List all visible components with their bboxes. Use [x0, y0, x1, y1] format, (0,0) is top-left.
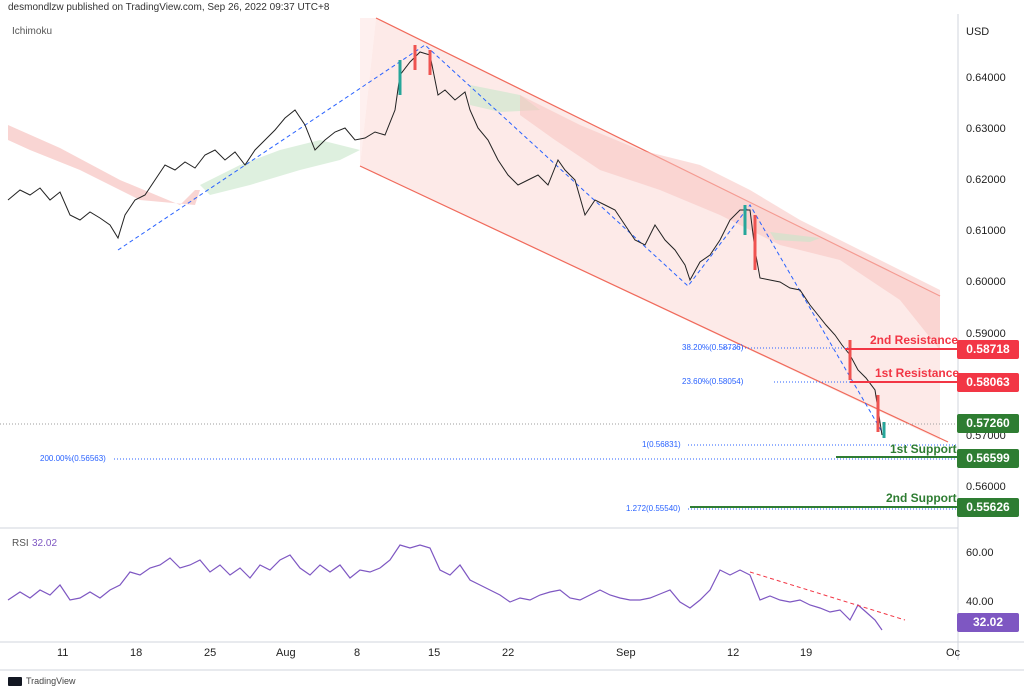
x-label: 15 — [428, 647, 441, 659]
fib-label: 38.20%(0.58736) — [682, 343, 744, 352]
rsi-axis-label: 40.00 — [966, 596, 994, 608]
trend-channel-fill — [360, 18, 940, 440]
x-label: 8 — [354, 647, 361, 659]
rsi-label: RSI — [12, 538, 29, 549]
support-1-label: 1st Support — [890, 442, 957, 456]
price-badge-resistance-2: 0.58718 — [957, 340, 1019, 359]
rsi-badge: 32.02 — [957, 613, 1019, 632]
fib-label: 23.60%(0.58054) — [682, 377, 744, 386]
y-label: 0.60000 — [966, 276, 1006, 288]
rsi-value: 32.02 — [32, 538, 58, 549]
x-label: 25 — [204, 647, 217, 659]
fib-label: 1(0.56831) — [642, 440, 681, 449]
tradingview-brand[interactable]: TradingView — [8, 676, 76, 687]
y-label: 0.56000 — [966, 481, 1006, 493]
fib-label: 1.272(0.55540) — [626, 504, 681, 513]
candles — [398, 45, 886, 438]
x-label: Aug — [276, 647, 296, 659]
y-label: 0.61000 — [966, 225, 1006, 237]
brand-text: TradingView — [26, 676, 76, 686]
rsi-axis-label: 60.00 — [966, 547, 994, 559]
channel-lower-line — [359, 165, 949, 443]
x-label: Sep — [616, 647, 636, 659]
y-label: 0.59000 — [966, 328, 1006, 340]
y-label: 0.63000 — [966, 123, 1006, 135]
price-badge-resistance-1: 0.58063 — [957, 373, 1019, 392]
price-badge-current: 0.57260 — [957, 414, 1019, 433]
currency-label: USD — [966, 26, 990, 38]
ichimoku-cloud-red — [8, 125, 200, 205]
resistance-2-label: 2nd Resistance — [870, 333, 959, 347]
y-label: 0.62000 — [966, 174, 1006, 186]
x-label: Oc — [946, 647, 961, 659]
x-label: 19 — [800, 647, 813, 659]
x-label: 22 — [502, 647, 515, 659]
rsi-line — [7, 544, 883, 631]
fib-label: 200.00%(0.56563) — [40, 454, 106, 463]
x-label: 11 — [57, 647, 69, 659]
tradingview-logo-icon — [8, 677, 22, 687]
publisher-header: desmondlzw published on TradingView.com,… — [8, 2, 330, 13]
y-label: 0.57000 — [966, 430, 1006, 442]
price-badge-support-1: 0.56599 — [957, 449, 1019, 468]
rsi-trendline — [749, 571, 906, 621]
resistance-1-label: 1st Resistance — [875, 366, 960, 380]
y-label: 0.64000 — [966, 72, 1006, 84]
price-line — [7, 51, 883, 436]
indicator-label: Ichimoku — [12, 26, 53, 37]
fib-zigzag — [117, 44, 886, 438]
price-badge-support-2: 0.55626 — [957, 498, 1019, 517]
x-label: 12 — [727, 647, 740, 659]
x-label: 18 — [130, 647, 143, 659]
ichimoku-cloud-green — [200, 140, 360, 195]
support-2-label: 2nd Support — [886, 491, 957, 505]
